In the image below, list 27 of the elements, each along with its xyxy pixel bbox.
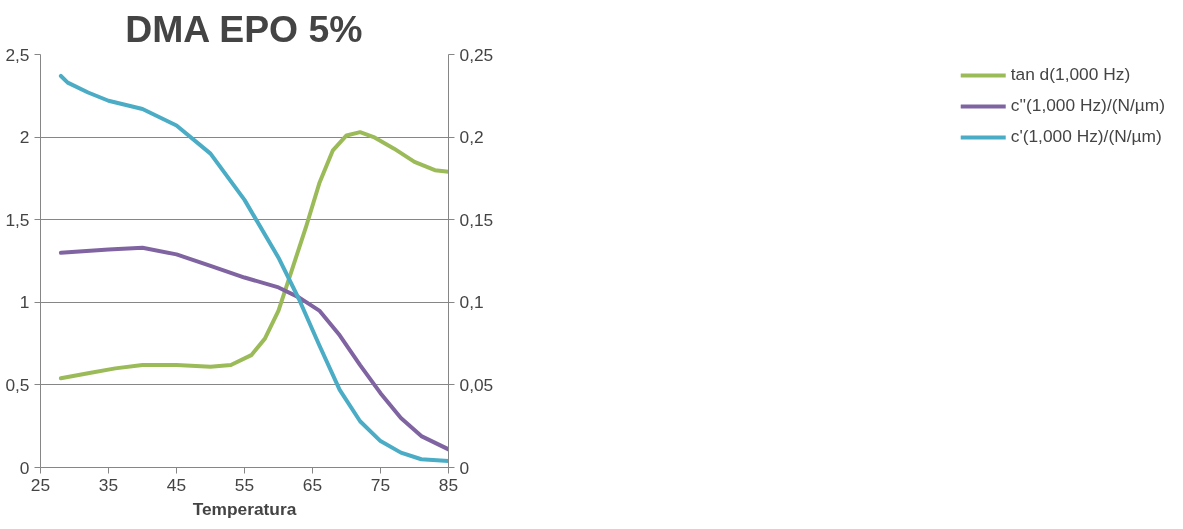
y2-tick-label: 0,2 [459, 127, 484, 148]
y2-tick-label: 0,25 [459, 44, 494, 65]
chart-title: DMA EPO 5% [125, 7, 363, 50]
x-axis-title: Temperatura [192, 498, 297, 519]
x-tick-label: 85 [438, 474, 459, 495]
line-series [58, 245, 449, 452]
y2-tick-label: 0,15 [459, 209, 494, 230]
y-tick-label: 2 [19, 127, 30, 148]
y-tick-label: 0,5 [5, 374, 30, 395]
x-tick-label: 75 [370, 474, 391, 495]
x-tick-label: 35 [98, 474, 119, 495]
y2-tick-label: 0,05 [459, 374, 494, 395]
y-tick-label: 0 [19, 457, 30, 478]
y-tick-label: 1,5 [5, 209, 30, 230]
line-series [58, 130, 449, 381]
x-tick-label: 55 [234, 474, 255, 495]
x-tick-label: 65 [302, 474, 323, 495]
line-series [58, 73, 449, 463]
y-tick-label: 2,5 [5, 44, 30, 65]
y-tick-label: 1 [19, 292, 30, 313]
y2-tick-label: 0 [459, 457, 470, 478]
legend-label: c''(1,000 Hz)/(N/µm) [1010, 95, 1165, 116]
x-tick-label: 45 [166, 474, 187, 495]
y2-tick-label: 0,1 [459, 292, 484, 313]
legend-label: tan d(1,000 Hz) [1010, 64, 1131, 85]
x-tick-label: 25 [30, 474, 51, 495]
legend-label: c'(1,000 Hz)/(N/µm) [1010, 126, 1162, 147]
